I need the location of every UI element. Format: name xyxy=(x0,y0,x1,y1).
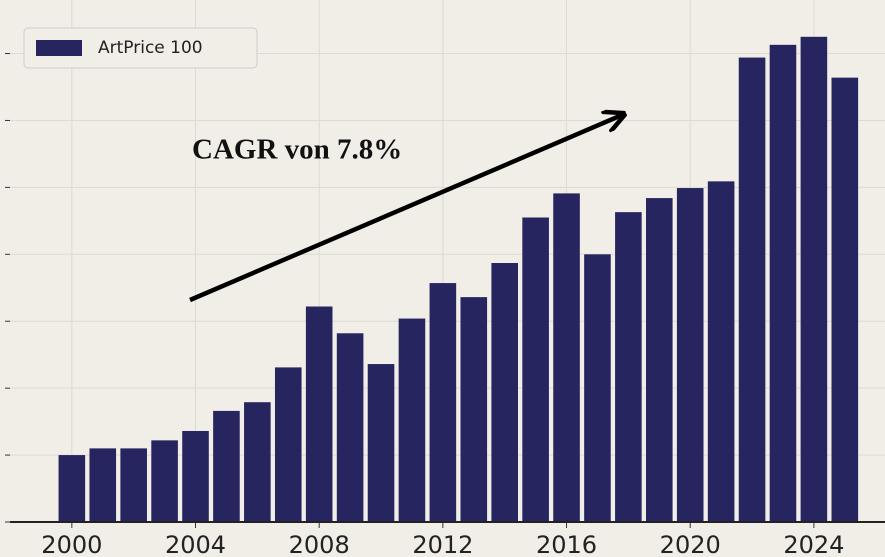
x-tick-label: 2020 xyxy=(660,531,721,557)
bar xyxy=(151,440,178,522)
arrow xyxy=(189,115,622,303)
x-tick-label: 2012 xyxy=(412,531,473,557)
legend-swatch xyxy=(36,40,82,56)
legend: ArtPrice 100 xyxy=(23,27,258,69)
bar xyxy=(738,57,766,523)
bar xyxy=(676,188,704,523)
bar xyxy=(707,181,735,522)
bar xyxy=(120,448,147,522)
bar xyxy=(213,410,240,522)
bar xyxy=(522,217,549,522)
bar xyxy=(800,36,828,523)
bar xyxy=(584,254,611,523)
bar xyxy=(367,364,395,522)
x-tick-label: 2016 xyxy=(536,531,597,557)
bar xyxy=(491,263,518,522)
x-tick-label: 2008 xyxy=(289,531,350,557)
bar xyxy=(553,193,580,522)
x-tick-label: 2024 xyxy=(783,531,844,557)
bar xyxy=(244,402,271,522)
bar xyxy=(769,44,797,522)
bar xyxy=(460,297,488,522)
annotation: CAGR von 7.8% xyxy=(192,134,402,166)
bar xyxy=(305,306,333,522)
bar xyxy=(58,455,86,522)
bars xyxy=(58,36,859,523)
bar xyxy=(274,367,302,522)
x-tick-label: 2000 xyxy=(41,531,102,557)
x-tick-label: 2004 xyxy=(165,531,226,557)
bar xyxy=(182,430,209,522)
bar xyxy=(645,198,673,523)
legend-label: ArtPrice 100 xyxy=(98,38,203,58)
legend-box xyxy=(23,27,258,69)
bar xyxy=(398,318,426,522)
bar xyxy=(336,333,364,522)
bar xyxy=(615,212,642,522)
bar xyxy=(89,448,117,522)
bar xyxy=(831,77,859,522)
bar xyxy=(429,283,457,522)
